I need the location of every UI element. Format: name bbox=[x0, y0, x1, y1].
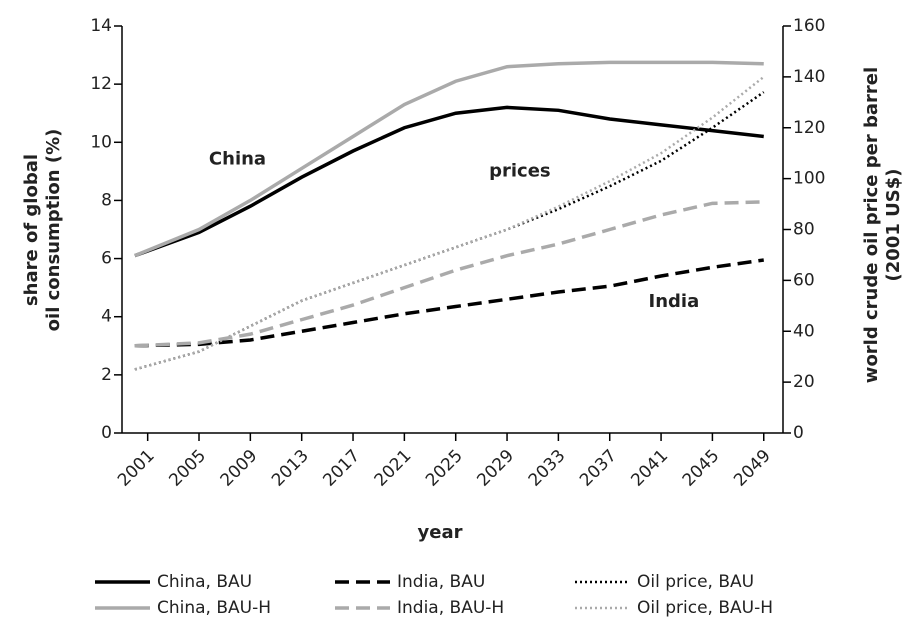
annotation: China bbox=[209, 149, 266, 170]
x-tick-label: 2005 bbox=[165, 446, 210, 491]
y-axis-label: share of global bbox=[21, 154, 42, 306]
y-tick-label: 4 bbox=[101, 307, 112, 327]
y-tick-label: 6 bbox=[101, 249, 112, 269]
line bbox=[134, 105, 764, 258]
line bbox=[134, 75, 765, 371]
y-tick-label: 2 bbox=[101, 365, 112, 385]
legend-label: India, BAU-H bbox=[397, 598, 504, 618]
y2-tick-label: 60 bbox=[793, 270, 815, 290]
line bbox=[134, 258, 764, 348]
y2-axis-label: world crude oil price per barrel bbox=[861, 67, 882, 383]
legend-label: China, BAU-H bbox=[157, 598, 271, 618]
legend-label: India, BAU bbox=[397, 572, 485, 592]
x-tick-label: 2037 bbox=[576, 446, 621, 491]
x-tick-label: 2045 bbox=[679, 446, 724, 491]
y-tick-label: 14 bbox=[90, 16, 112, 36]
x-tick-label: 2033 bbox=[525, 446, 570, 491]
legend-label: Oil price, BAU bbox=[637, 572, 754, 592]
y2-tick-label: 40 bbox=[793, 321, 815, 341]
y-axis-label: oil consumption (%) bbox=[43, 129, 64, 332]
annotation: prices bbox=[489, 160, 551, 181]
y2-tick-label: 20 bbox=[793, 372, 815, 392]
x-tick-label: 2013 bbox=[268, 446, 313, 491]
line bbox=[134, 91, 765, 371]
x-tick-label: 2049 bbox=[730, 446, 775, 491]
x-tick-label: 2001 bbox=[114, 446, 159, 491]
y-tick-label: 12 bbox=[90, 74, 112, 94]
line bbox=[134, 200, 764, 348]
legend-label: Oil price, BAU-H bbox=[637, 598, 773, 618]
x-axis-label: year bbox=[418, 522, 463, 543]
y2-tick-label: 120 bbox=[793, 118, 825, 138]
y-tick-label: 8 bbox=[101, 190, 112, 210]
y-tick-label: 10 bbox=[90, 132, 112, 152]
y2-tick-label: 140 bbox=[793, 67, 825, 87]
y2-tick-label: 100 bbox=[793, 169, 825, 189]
annotation: India bbox=[649, 291, 700, 312]
y2-tick-label: 160 bbox=[793, 16, 825, 36]
x-tick-label: 2009 bbox=[217, 446, 262, 491]
x-tick-label: 2021 bbox=[371, 446, 416, 491]
x-tick-label: 2041 bbox=[627, 446, 672, 491]
x-tick-label: 2025 bbox=[422, 446, 467, 491]
y2-tick-label: 80 bbox=[793, 220, 815, 240]
x-tick-label: 2017 bbox=[319, 446, 364, 491]
y-tick-label: 0 bbox=[101, 423, 112, 443]
x-tick-label: 2029 bbox=[473, 446, 518, 491]
y2-axis-label: (2001 US$) bbox=[883, 169, 904, 282]
y2-tick-label: 0 bbox=[793, 423, 804, 443]
line bbox=[134, 60, 764, 258]
legend-label: China, BAU bbox=[157, 572, 252, 592]
